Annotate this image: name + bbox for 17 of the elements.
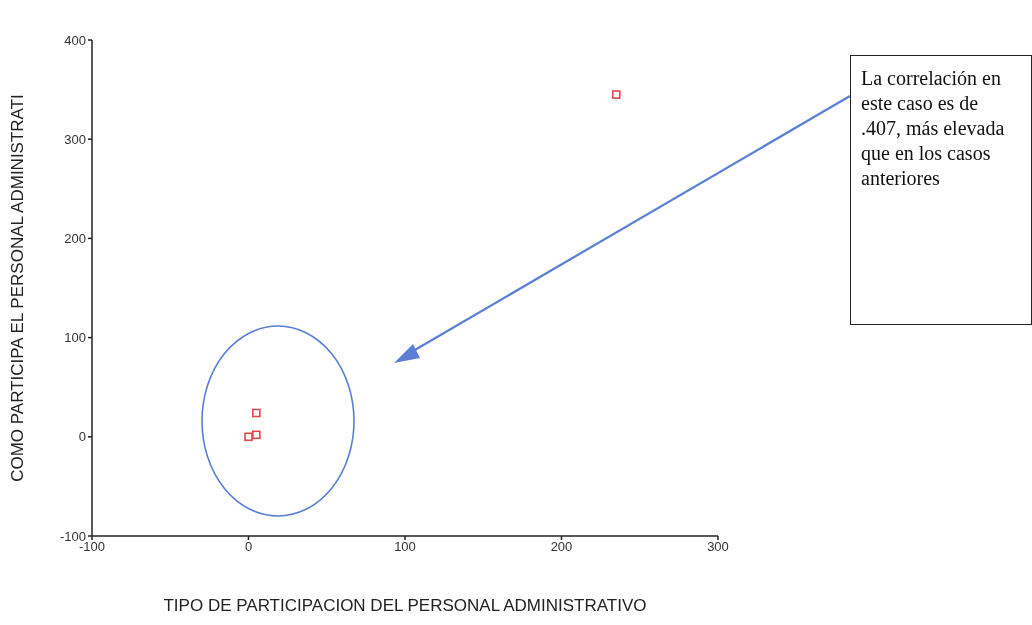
x-tick-label: 200 xyxy=(550,539,573,555)
y-tick-label: 300 xyxy=(64,131,86,147)
y-tick-label: 100 xyxy=(64,330,86,346)
point xyxy=(244,432,253,442)
text: La correlación en este caso es de .407, más elevada que en los casos anteriores xyxy=(850,55,1032,325)
y-tick-label: 200 xyxy=(64,231,86,247)
x-tick-label: 100 xyxy=(394,539,416,555)
point xyxy=(252,408,261,418)
point xyxy=(611,90,621,99)
point xyxy=(252,430,261,440)
y-axis-title: COMO PARTICIPA EL PERSONAL ADMINISTRATI xyxy=(8,93,28,484)
y-tick-label: 400 xyxy=(64,32,86,48)
y-tick-label: -100 xyxy=(59,528,86,544)
x-tick-label: 0 xyxy=(244,539,253,555)
y-tick-label: 0 xyxy=(78,429,86,445)
x-axis-title: TIPO DE PARTICIPACION DEL PERSONAL ADMINISTRATIVO xyxy=(162,596,648,616)
x-tick-label: 300 xyxy=(707,539,729,555)
